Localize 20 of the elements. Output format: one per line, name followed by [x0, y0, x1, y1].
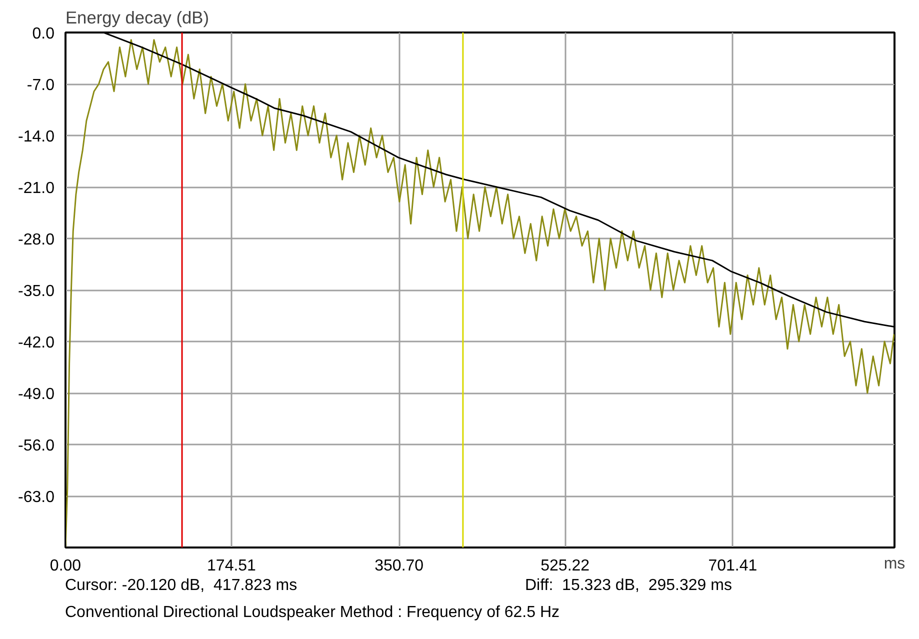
y-tick-label: -21.0	[18, 180, 55, 197]
text: Diff: 15.323 dB, 295.329 ms	[525, 576, 732, 596]
y-tick-label: -49.0	[18, 386, 55, 403]
y-axis-title: Energy decay (dB)	[66, 8, 210, 28]
y-tick-label: -28.0	[18, 232, 55, 248]
y-tick-label: -56.0	[18, 438, 55, 454]
y-tick-label: -35.0	[18, 283, 55, 300]
x-tick-label: 525.22	[540, 558, 590, 574]
y-tick-label: -42.0	[18, 334, 55, 352]
y-tick-label: -14.0	[18, 128, 55, 146]
y-tick-label: -63.0	[18, 489, 55, 506]
x-tick-label: 174.51	[207, 558, 256, 574]
y-tick-label: 0.0	[32, 26, 55, 42]
text: Cursor: -20.120 dB, 417.823 ms	[65, 576, 298, 596]
x-tick-label: 350.70	[374, 558, 424, 574]
y-tick-label: -7.0	[26, 77, 55, 94]
text: Conventional Directional Loudspeaker Method : Frequency of 62.5 Hz	[65, 602, 560, 623]
x-axis-title: ms	[884, 556, 906, 572]
x-tick-label: 701.41	[708, 558, 758, 574]
x-tick-label: 0.00	[50, 558, 82, 574]
